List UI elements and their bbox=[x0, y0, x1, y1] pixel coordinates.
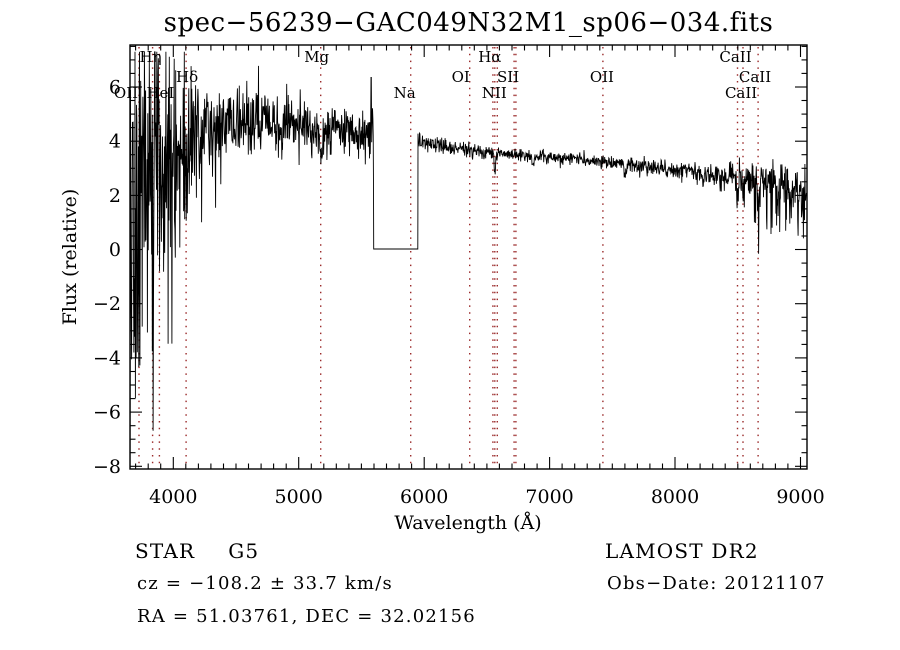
plot-title: spec−56239−GAC049N32M1_sp06−034.fits bbox=[163, 8, 774, 38]
spectral-line-label: Hη bbox=[140, 48, 162, 66]
spectral-line-label: OI bbox=[452, 68, 470, 86]
x-tick-label: 6000 bbox=[400, 486, 448, 508]
x-tick-label: 9000 bbox=[776, 486, 824, 508]
y-tick-label: −2 bbox=[93, 293, 121, 315]
spectral-line-label: Na bbox=[394, 84, 416, 102]
axis-ticks bbox=[130, 45, 807, 469]
x-tick-label: 4000 bbox=[149, 486, 197, 508]
y-tick-label: −6 bbox=[93, 402, 121, 424]
spectral-line-label: CaII bbox=[719, 48, 751, 66]
spectral-line-label: HeI bbox=[146, 84, 174, 102]
survey-label: LAMOST DR2 bbox=[605, 539, 759, 563]
y-tick-label: −4 bbox=[93, 347, 121, 369]
object-class: STAR bbox=[135, 539, 196, 563]
classification-line: STAR G5 bbox=[135, 539, 259, 563]
y-axis-title: Flux (relative) bbox=[59, 189, 81, 326]
x-tick-label: 7000 bbox=[525, 486, 573, 508]
spectral-line-markers bbox=[138, 47, 759, 468]
ra-dec-value: RA = 51.03761, DEC = 32.02156 bbox=[137, 606, 476, 627]
spectrum-line bbox=[129, 51, 808, 468]
spectral-line-label: Hδ bbox=[176, 68, 198, 86]
y-tick-label: 2 bbox=[109, 185, 121, 207]
spectral-line-label: Hα bbox=[478, 48, 501, 66]
cz-value: cz = −108.2 ± 33.7 km/s bbox=[137, 573, 393, 594]
x-tick-label: 5000 bbox=[275, 486, 323, 508]
spectral-line-label: OII bbox=[114, 84, 138, 102]
plot-border bbox=[129, 44, 808, 470]
spectral-line-label: Mg bbox=[304, 48, 329, 66]
x-tick-label: 8000 bbox=[651, 486, 699, 508]
spectral-line-label: CaII bbox=[739, 68, 771, 86]
y-tick-label: 4 bbox=[109, 131, 121, 153]
y-tick-label: 0 bbox=[109, 239, 121, 261]
y-tick-label: −8 bbox=[93, 456, 121, 478]
spectral-line-label: CaII bbox=[725, 84, 757, 102]
spectral-line-label: OII bbox=[590, 68, 614, 86]
object-subclass: G5 bbox=[228, 539, 260, 563]
x-axis-title: Wavelength (Å) bbox=[394, 512, 541, 534]
spectral-line-label: SII bbox=[497, 68, 519, 86]
x-tick-labels: 4000 5000 6000 7000 8000 9000 bbox=[149, 486, 825, 508]
y-tick-labels: −8 −6 −4 −2 0 2 4 6 bbox=[93, 77, 121, 478]
obs-date: Obs−Date: 20121107 bbox=[607, 573, 826, 594]
y-tick-label: 6 bbox=[109, 77, 121, 99]
spectral-line-label: NII bbox=[482, 84, 507, 102]
